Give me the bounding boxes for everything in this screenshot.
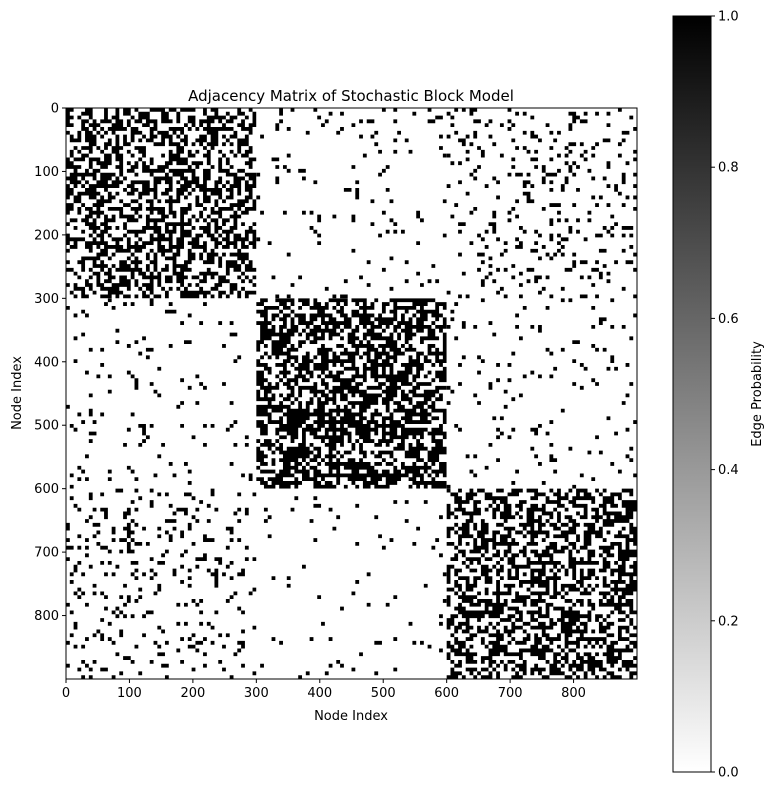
heatmap-block-3 xyxy=(66,298,257,489)
y-tick-label: 300 xyxy=(34,292,59,307)
colorbar-tick-label: 0.0 xyxy=(718,766,739,781)
colorbar-tick-label: 0.2 xyxy=(718,614,739,629)
axes-frame xyxy=(65,107,638,680)
y-tick-label: 400 xyxy=(34,355,59,370)
x-tick-label: 600 xyxy=(434,686,459,701)
heatmap-block-edges xyxy=(446,108,637,299)
x-axis-ticks: 0 100 200 300 400 500 600 700 800 xyxy=(62,679,586,701)
colorbar-tick-label: 0.8 xyxy=(718,161,739,176)
heatmap-block-2 xyxy=(446,108,637,299)
colorbar xyxy=(672,15,712,773)
x-tick-label: 100 xyxy=(117,686,142,701)
heatmap-plot-area xyxy=(66,108,637,679)
y-tick-label: 600 xyxy=(34,482,59,497)
heatmap-block-background xyxy=(256,108,447,299)
colorbar-tick-label: 1.0 xyxy=(718,10,739,25)
colorbar-ticks: 0.0 0.2 0.4 0.6 0.8 1.0 xyxy=(711,10,739,781)
heatmap-block-edges xyxy=(66,488,257,679)
x-tick-label: 500 xyxy=(371,686,396,701)
heatmap-block-edges xyxy=(446,488,637,679)
x-tick-label: 800 xyxy=(561,686,586,701)
chart-title: Adjacency Matrix of Stochastic Block Mod… xyxy=(188,87,514,105)
y-axis-ticks: 0 100 200 300 400 500 600 700 800 xyxy=(34,102,66,624)
x-tick-label: 300 xyxy=(244,686,269,701)
heatmap-block-8 xyxy=(446,488,637,679)
y-tick-label: 800 xyxy=(34,609,59,624)
y-axis-label: Node Index xyxy=(10,356,25,430)
colorbar-label: Edge Probability xyxy=(750,341,765,447)
heatmap-block-edges xyxy=(66,108,257,299)
x-tick-label: 200 xyxy=(180,686,205,701)
heatmap-block-edges xyxy=(66,298,253,489)
heatmap-block-6 xyxy=(66,488,257,679)
y-tick-label: 200 xyxy=(34,228,59,243)
x-axis-label: Node Index xyxy=(314,709,388,724)
heatmap-block-0 xyxy=(66,108,257,299)
heatmap-block-1 xyxy=(256,108,447,299)
x-tick-label: 700 xyxy=(498,686,523,701)
y-tick-label: 100 xyxy=(34,165,59,180)
heatmap-block-7 xyxy=(256,488,447,679)
colorbar-tick-label: 0.4 xyxy=(718,463,739,478)
y-tick-label: 0 xyxy=(51,102,59,117)
colorbar-tick-label: 0.6 xyxy=(718,312,739,327)
heatmap-block-4 xyxy=(256,298,447,489)
heatmap-block-edges xyxy=(256,298,447,489)
x-tick-label: 400 xyxy=(307,686,332,701)
x-tick-label: 0 xyxy=(62,686,70,701)
heatmap-block-background xyxy=(256,488,447,679)
heatmap-block-edges xyxy=(256,108,447,299)
y-tick-label: 700 xyxy=(34,546,59,561)
y-tick-label: 500 xyxy=(34,419,59,434)
heatmap-block-5 xyxy=(446,298,637,489)
